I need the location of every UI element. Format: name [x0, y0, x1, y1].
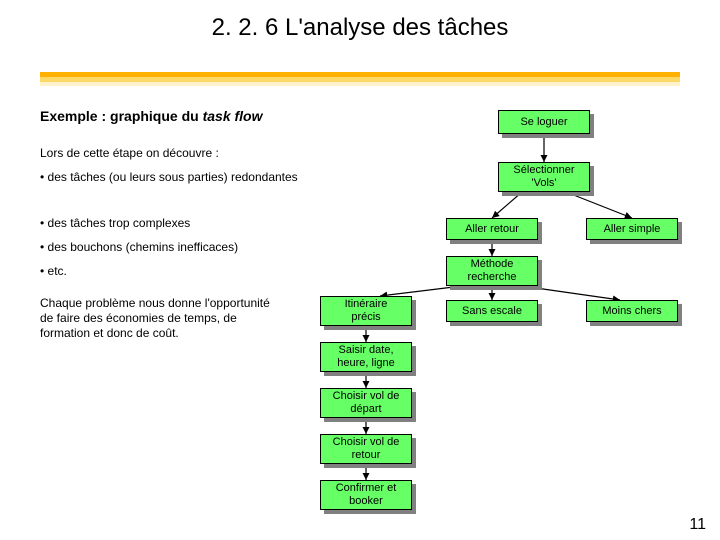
flowchart-node-methode: Méthode recherche: [446, 256, 538, 286]
summary-paragraph: Chaque problème nous donne l'opportunité…: [40, 296, 280, 341]
flowchart-node-volretour: Choisir vol de retour: [320, 434, 412, 464]
flowchart-node-saisir: Saisir date, heure, ligne: [320, 342, 412, 372]
node-label: Choisir vol de départ: [325, 390, 407, 415]
page-title: 2. 2. 6 L'analyse des tâches: [0, 0, 720, 42]
flowchart-node-vols: Sélectionner 'Vols': [498, 162, 590, 192]
flowchart-node-itin: Itinéraire précis: [320, 296, 412, 326]
page-number: 11: [689, 516, 706, 534]
flowchart-node-loguer: Se loguer: [498, 110, 590, 134]
node-label: Se loguer: [503, 116, 585, 129]
node-label: Sans escale: [451, 305, 533, 318]
node-label: Aller retour: [451, 223, 533, 236]
node-label: Confirmer et booker: [325, 482, 407, 507]
node-label: Méthode recherche: [451, 258, 533, 283]
node-label: Saisir date, heure, ligne: [325, 344, 407, 369]
flowchart-node-confirmer: Confirmer et booker: [320, 480, 412, 510]
subtitle-italic: task flow: [203, 108, 263, 124]
node-label: Sélectionner 'Vols': [503, 164, 585, 189]
flowchart-node-moins: Moins chers: [586, 300, 678, 322]
node-label: Choisir vol de retour: [325, 436, 407, 461]
discover-line: Lors de cette étape on découvre :: [40, 146, 219, 160]
flowchart-node-sans: Sans escale: [446, 300, 538, 322]
subtitle: Exemple : graphique du task flow: [40, 108, 263, 124]
bullet-3: • des bouchons (chemins inefficaces): [40, 240, 238, 256]
subtitle-prefix: Exemple : graphique du: [40, 108, 203, 124]
flowchart-node-depart: Choisir vol de départ: [320, 388, 412, 418]
flowchart-node-retour: Aller retour: [446, 218, 538, 240]
node-label: Itinéraire précis: [325, 298, 407, 323]
bullet-4: • etc.: [40, 264, 67, 280]
bullet-1: • des tâches (ou leurs sous parties) red…: [40, 170, 300, 186]
bullet-2: • des tâches trop complexes: [40, 216, 190, 232]
flowchart-node-simple: Aller simple: [586, 218, 678, 240]
node-label: Moins chers: [591, 305, 673, 318]
node-label: Aller simple: [591, 223, 673, 236]
title-underline: [40, 72, 680, 86]
